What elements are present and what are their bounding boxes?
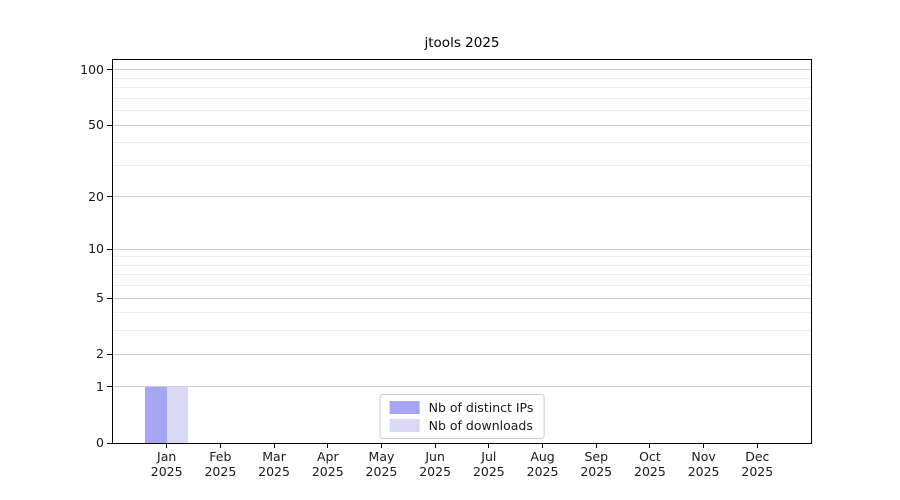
gridline-minor <box>113 256 811 258</box>
x-tick-label-line: 2025 <box>687 464 720 479</box>
y-tick-label: 0 <box>96 435 104 450</box>
x-tick-mark <box>273 443 275 448</box>
legend-label-distinct-ips: Nb of distinct IPs <box>428 400 534 415</box>
x-tick-mark <box>649 443 651 448</box>
x-tick-label: Oct 2025 <box>618 449 682 479</box>
gridline-minor <box>113 330 811 332</box>
legend-item-downloads: Nb of downloads <box>389 418 534 433</box>
x-tick-label: Aug 2025 <box>511 449 575 479</box>
y-tick-mark <box>107 69 113 71</box>
gridline-minor <box>113 77 811 79</box>
x-tick-label: Mar 2025 <box>242 449 306 479</box>
gridline-major <box>113 124 811 126</box>
y-tick-mark <box>107 248 113 250</box>
x-tick-label: Nov 2025 <box>672 449 736 479</box>
x-tick-label-line: 2025 <box>472 464 505 479</box>
gridline-major <box>113 386 811 388</box>
chart-title: jtools 2025 <box>424 35 500 51</box>
legend-item-distinct-ips: Nb of distinct IPs <box>389 400 534 415</box>
x-tick-label-line: 2025 <box>580 464 613 479</box>
x-tick-label: Jun 2025 <box>403 449 467 479</box>
gridline-major <box>113 297 811 299</box>
gridline-minor <box>113 110 811 112</box>
gridline-major <box>113 353 811 355</box>
x-tick-label-line: Jan <box>157 449 177 464</box>
y-tick-label: 5 <box>96 290 104 306</box>
x-tick-label-line: Aug <box>530 449 555 464</box>
gridline-minor <box>113 264 811 266</box>
x-tick-label: Feb 2025 <box>188 449 252 479</box>
x-tick-mark <box>542 443 544 448</box>
x-tick-label: Jan 2025 <box>135 449 199 479</box>
x-tick-label: Jul 2025 <box>457 449 521 479</box>
x-tick-label: Apr 2025 <box>296 449 360 479</box>
x-tick-mark <box>380 443 382 448</box>
gridline-minor <box>113 87 811 89</box>
legend-swatch-downloads <box>389 419 420 432</box>
legend-label-downloads: Nb of downloads <box>428 418 533 433</box>
x-tick-mark <box>703 443 705 448</box>
gridline-minor <box>113 285 811 287</box>
x-tick-label-line: 2025 <box>258 464 290 479</box>
y-axis-tick-labels: 0 1 2 5 10 20 50 100 <box>0 60 104 449</box>
y-tick-mark <box>107 442 113 444</box>
y-tick-label: 100 <box>80 61 104 77</box>
y-tick-mark <box>107 386 113 388</box>
x-tick-label-line: Nov <box>691 449 716 464</box>
gridline-minor <box>113 142 811 144</box>
x-tick-label-line: 2025 <box>526 464 559 479</box>
y-tick-label: 1 <box>96 378 104 394</box>
x-tick-label-line: 2025 <box>419 464 452 479</box>
bar-nb-of-distinct-ips-jan-2025 <box>145 386 167 443</box>
x-tick-mark <box>488 443 490 448</box>
gridline-major <box>113 196 811 198</box>
x-axis-tick-labels: Jan 2025 Feb 2025 Mar 2025 Apr 2025 May 2025 Jun 20… <box>113 449 811 483</box>
x-tick-label-line: Feb <box>209 449 232 464</box>
gridline-minor <box>113 164 811 166</box>
x-tick-label-line: Sep <box>584 449 608 464</box>
x-tick-mark <box>327 443 329 448</box>
x-tick-label-line: 2025 <box>311 464 344 479</box>
plot-area: Nb of distinct IPs Nb of downloads <box>107 59 812 448</box>
y-tick-mark <box>107 353 113 355</box>
x-tick-label-line: May <box>368 449 395 464</box>
bar-nb-of-downloads-jan-2025 <box>166 386 189 443</box>
x-tick-label-line: 2025 <box>741 464 774 479</box>
x-tick-label-line: Mar <box>262 449 286 464</box>
x-tick-label: Sep 2025 <box>564 449 628 479</box>
legend: Nb of distinct IPs Nb of downloads <box>379 394 545 439</box>
x-tick-label-line: 2025 <box>634 464 666 479</box>
x-tick-label-line: 2025 <box>204 464 237 479</box>
y-tick-label: 10 <box>88 241 104 257</box>
x-tick-mark <box>219 443 221 448</box>
x-tick-label-line: 2025 <box>150 464 183 479</box>
gridline-minor <box>113 97 811 99</box>
x-tick-mark <box>434 443 436 448</box>
x-tick-mark <box>166 443 168 448</box>
x-tick-label-line: Dec <box>745 449 770 464</box>
gridline-major <box>113 69 811 71</box>
x-tick-label-line: Oct <box>639 449 661 464</box>
gridline-minor <box>113 274 811 276</box>
y-tick-label: 50 <box>88 117 104 133</box>
gridline-minor <box>113 312 811 314</box>
x-tick-label: May 2025 <box>349 449 413 479</box>
x-tick-label-line: 2025 <box>365 464 398 479</box>
legend-swatch-distinct-ips <box>389 401 420 414</box>
y-tick-mark <box>107 124 113 126</box>
x-tick-label-line: Jun <box>425 449 445 464</box>
x-tick-label-line: Apr <box>316 449 339 464</box>
x-tick-label: Dec 2025 <box>725 449 789 479</box>
x-tick-label-line: Jul <box>481 449 497 464</box>
y-tick-label: 2 <box>96 346 104 362</box>
x-tick-mark <box>756 443 758 448</box>
y-tick-mark <box>107 297 113 299</box>
y-tick-mark <box>107 196 113 198</box>
y-tick-label: 20 <box>88 188 104 204</box>
gridline-major <box>113 248 811 250</box>
x-tick-mark <box>595 443 597 448</box>
